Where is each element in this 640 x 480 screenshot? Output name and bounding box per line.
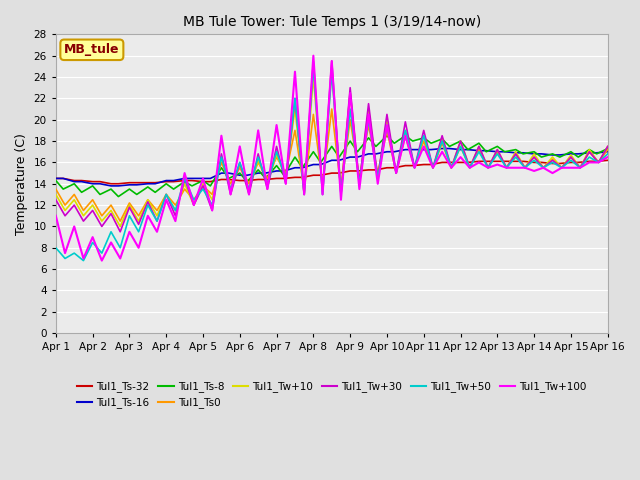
Text: MB_tule: MB_tule — [64, 43, 120, 56]
Title: MB Tule Tower: Tule Temps 1 (3/19/14-now): MB Tule Tower: Tule Temps 1 (3/19/14-now… — [182, 15, 481, 29]
Legend: Tul1_Ts-32, Tul1_Ts-16, Tul1_Ts-8, Tul1_Ts0, Tul1_Tw+10, Tul1_Tw+30, Tul1_Tw+50,: Tul1_Ts-32, Tul1_Ts-16, Tul1_Ts-8, Tul1_… — [72, 377, 591, 413]
Y-axis label: Temperature (C): Temperature (C) — [15, 133, 28, 235]
